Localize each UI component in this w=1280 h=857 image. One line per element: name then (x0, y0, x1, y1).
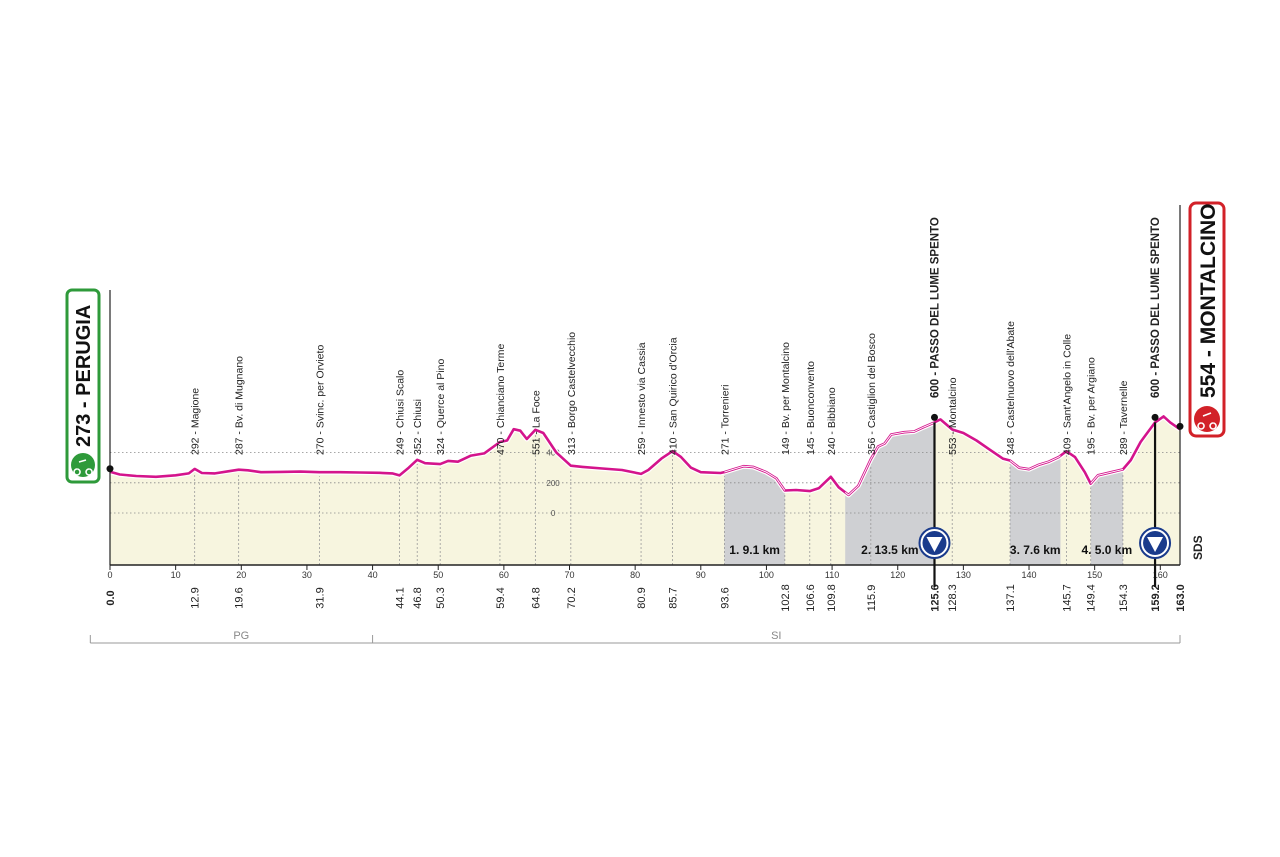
gravel-sector-area-2 (845, 422, 935, 565)
x-tick-label-110: 110 (825, 570, 839, 580)
x-tick-label-20: 20 (236, 570, 246, 580)
waypoint-label-4: 249 - Chiusi Scalo (394, 370, 406, 455)
waypoint-label-11: 410 - San Quirico d'Orcia (668, 337, 680, 455)
waypoint-label-14: 145 - Buonconvento (805, 361, 817, 455)
x-tick-label-100: 100 (759, 570, 774, 580)
finish-cyclist-icon (1194, 406, 1220, 432)
x-tick-label-30: 30 (302, 570, 312, 580)
gravel-sector-area-1 (724, 466, 785, 565)
x-tick-label-10: 10 (171, 570, 181, 580)
waypoint-km-label-20: 145.7 (1061, 584, 1073, 612)
waypoint-km-label-7: 59.4 (495, 587, 507, 608)
waypoint-km-label-19: 137.1 (1005, 584, 1017, 612)
waypoint-label-5: 352 - Chiusi (412, 399, 424, 455)
waypoint-km-label-18: 128.3 (947, 584, 959, 612)
waypoint-label-21: 195 - Bv. per Argiano (1086, 357, 1098, 455)
start-badge-frame (65, 288, 101, 484)
waypoint-km-label-17: 125.6 (929, 584, 941, 612)
gravel-sector-area-4 (1090, 469, 1123, 565)
waypoint-km-label-14: 106.6 (805, 584, 817, 612)
finish-label: 554 - MONTALCINO (1197, 204, 1220, 398)
finish-dot (1176, 422, 1184, 430)
x-tick-label-160: 160 (1153, 570, 1168, 580)
gravel-sector-line-2 (844, 421, 935, 496)
x-tick-label-80: 80 (630, 570, 640, 580)
waypoint-km-label-3: 31.9 (314, 587, 326, 608)
gravel-sector-label-1: 1. 9.1 km (729, 543, 780, 557)
start-label: 273 - PERUGIA (73, 305, 95, 447)
waypoint-label-6: 324 - Querce al Pino (435, 359, 447, 455)
altitude-tick-label-0: 0 (551, 509, 556, 518)
x-tick-label-120: 120 (890, 570, 905, 580)
waypoint-label-15: 240 - Bibbiano (826, 387, 838, 455)
kom-triangle-icon-1 (926, 537, 943, 552)
waypoint-km-label-13: 102.8 (780, 584, 792, 612)
finish-bike-glyph-icon (1197, 412, 1217, 430)
waypoint-km-label-16: 115.9 (866, 585, 878, 612)
waypoint-label-3: 270 - Svinc. per Orvieto (314, 345, 326, 455)
waypoint-label-1: 292 - Magione (190, 388, 202, 455)
kom-triangle-icon-2 (1147, 537, 1164, 552)
waypoint-label-18: 553 - Montalcino (947, 377, 959, 455)
x-tick-label-90: 90 (696, 570, 706, 580)
waypoint-km-label-21: 149.4 (1086, 584, 1098, 612)
start-bike-glyph-icon (73, 459, 93, 476)
gravel-sector-line-4 (1090, 468, 1124, 484)
waypoint-km-label-10: 80.9 (636, 587, 648, 608)
altitude-tick-label-200: 200 (546, 479, 560, 488)
waypoint-label-10: 259 - Innesto via Cassia (636, 342, 648, 455)
waypoint-km-label-0: 0.0 (105, 590, 117, 605)
x-tick-label-40: 40 (368, 570, 378, 580)
kom-summit-dot-2 (1151, 413, 1159, 421)
waypoint-label-17: 600 - PASSO DEL LUME SPENTO (929, 217, 941, 398)
x-tick-label-50: 50 (433, 570, 443, 580)
waypoint-km-label-11: 85.7 (668, 587, 680, 608)
waypoint-km-label-8: 64.8 (530, 587, 542, 608)
brand-logo-text: SDS (1191, 535, 1205, 560)
finish-badge-frame (1188, 201, 1226, 438)
waypoint-label-12: 271 - Torrenieri (719, 385, 731, 455)
x-tick-label-140: 140 (1022, 570, 1037, 580)
kom-summit-dot-1 (930, 413, 938, 421)
waypoint-km-label-9: 70.2 (566, 587, 578, 608)
waypoint-label-16: 356 - Castiglion del Bosco (866, 333, 878, 455)
waypoint-km-label-5: 46.8 (412, 587, 424, 608)
waypoint-km-label-6: 50.3 (435, 587, 447, 608)
x-tick-label-130: 130 (956, 570, 971, 580)
region-label-PG: PG (233, 630, 249, 642)
waypoint-km-label-15: 109.8 (826, 584, 838, 612)
gravel-sector-label-2: 2. 13.5 km (861, 543, 918, 557)
waypoint-km-label-22: 154.3 (1118, 584, 1130, 612)
waypoint-km-label-4: 44.1 (394, 587, 406, 608)
x-tick-label-150: 150 (1087, 570, 1102, 580)
waypoint-label-13: 149 - Bv. per Montalcino (780, 342, 792, 455)
waypoint-km-label-2: 19.6 (234, 587, 246, 608)
waypoint-label-23: 600 - PASSO DEL LUME SPENTO (1150, 217, 1162, 398)
gravel-sector-label-3: 3. 7.6 km (1010, 543, 1061, 557)
x-tick-label-70: 70 (565, 570, 575, 580)
waypoint-km-label-1: 12.9 (190, 587, 202, 608)
x-tick-label-60: 60 (499, 570, 509, 580)
gravel-sector-line-3 (1009, 455, 1061, 470)
x-tick-label-0: 0 (107, 570, 112, 580)
waypoint-label-2: 287 - Bv. di Mugnano (234, 356, 246, 455)
waypoint-km-label-23: 159.2 (1150, 584, 1162, 612)
waypoint-label-19: 348 - Castelnuovo dell'Abate (1005, 321, 1017, 455)
altitude-tick-label-400: 400 (546, 449, 560, 458)
waypoint-label-22: 289 - Tavernelle (1118, 380, 1130, 455)
waypoint-label-9: 313 - Borgo Castelvecchio (566, 332, 578, 455)
start-dot (106, 465, 114, 473)
waypoint-label-7: 470 - Chianciano Terme (495, 344, 507, 455)
start-cyclist-icon (71, 453, 95, 477)
waypoint-km-label-12: 93.6 (719, 587, 731, 608)
gravel-sector-line-1 (724, 465, 786, 491)
region-label-SI: SI (771, 630, 781, 642)
waypoint-label-20: 409 - Sant'Angelo in Colle (1061, 334, 1073, 455)
waypoint-km-label-24: 163.0 (1175, 584, 1187, 612)
waypoint-label-8: 551 - La Foce (530, 390, 542, 455)
gravel-sector-label-4: 4. 5.0 km (1081, 543, 1132, 557)
